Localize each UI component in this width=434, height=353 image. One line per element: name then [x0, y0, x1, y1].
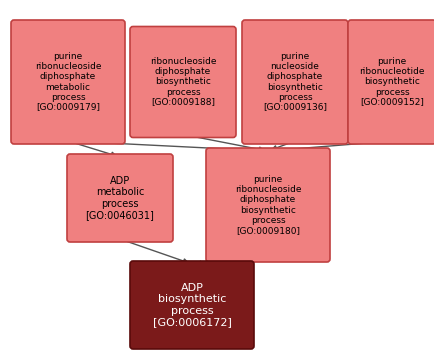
Text: ribonucleoside
diphosphate
biosynthetic
process
[GO:0009188]: ribonucleoside diphosphate biosynthetic … — [149, 58, 216, 107]
FancyBboxPatch shape — [130, 26, 236, 138]
Text: purine
ribonucleotide
biosynthetic
process
[GO:0009152]: purine ribonucleotide biosynthetic proce… — [358, 58, 424, 107]
FancyBboxPatch shape — [130, 261, 253, 349]
Text: ADP
biosynthetic
process
[GO:0006172]: ADP biosynthetic process [GO:0006172] — [152, 283, 231, 327]
FancyBboxPatch shape — [347, 20, 434, 144]
FancyBboxPatch shape — [67, 154, 173, 242]
FancyBboxPatch shape — [241, 20, 347, 144]
Text: purine
ribonucleoside
diphosphate
biosynthetic
process
[GO:0009180]: purine ribonucleoside diphosphate biosyn… — [234, 175, 301, 235]
FancyBboxPatch shape — [11, 20, 125, 144]
Text: ADP
metabolic
process
[GO:0046031]: ADP metabolic process [GO:0046031] — [85, 176, 154, 220]
Text: purine
ribonucleoside
diphosphate
metabolic
process
[GO:0009179]: purine ribonucleoside diphosphate metabo… — [35, 52, 101, 112]
FancyBboxPatch shape — [206, 148, 329, 262]
Text: purine
nucleoside
diphosphate
biosynthetic
process
[GO:0009136]: purine nucleoside diphosphate biosynthet… — [263, 52, 326, 112]
